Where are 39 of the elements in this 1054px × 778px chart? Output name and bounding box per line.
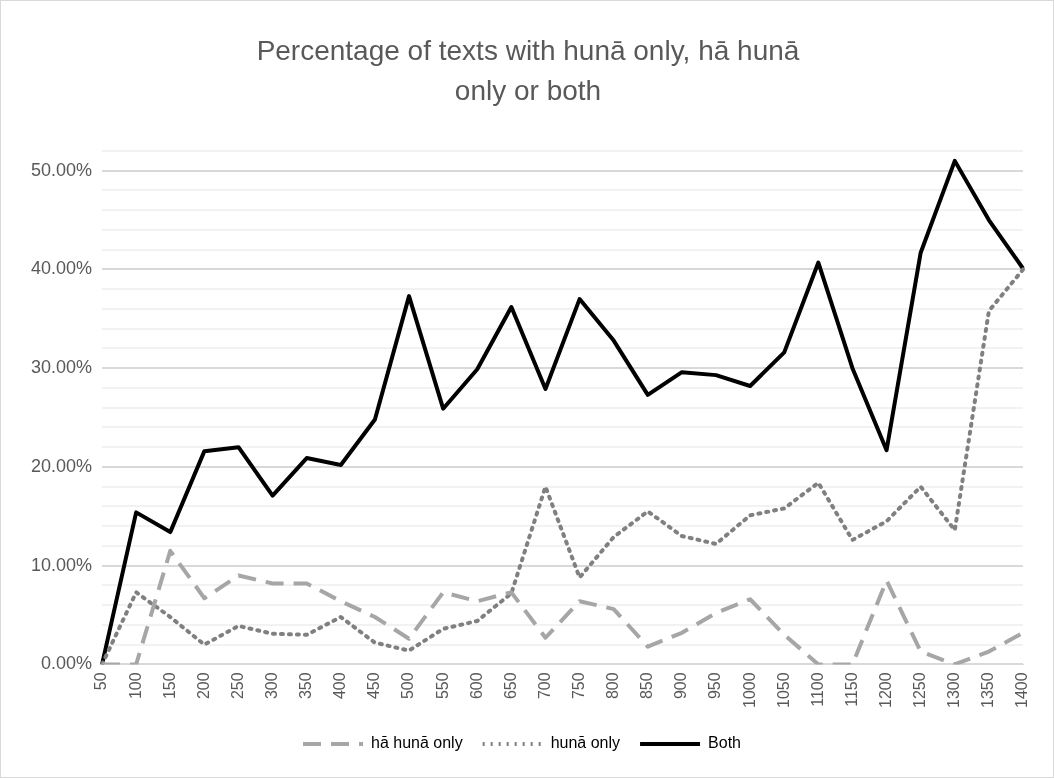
x-tick-label: 650 [501,672,519,700]
x-tick-label: 600 [467,672,485,700]
legend-label: hā hunā only [371,734,463,752]
x-tick-label: 850 [638,672,656,700]
x-tick-label: 450 [365,672,383,700]
legend-label: hunā only [550,734,621,752]
x-tick-label: 1400 [1013,672,1031,708]
legend-label: Both [708,734,741,752]
y-tick-label: 50.00% [30,159,93,180]
x-tick-label: 1250 [911,672,929,708]
x-tick-label: 700 [535,672,553,700]
y-tick-label: 30.00% [30,357,93,378]
x-tick-label: 200 [194,672,212,700]
y-tick-label: 20.00% [30,455,93,476]
x-tick-label: 500 [399,672,417,700]
x-tick-label: 1050 [774,672,792,708]
x-tick-label: 1000 [740,672,758,708]
x-tick-label: 550 [433,672,451,700]
chart-title: Percentage of texts with hunā only, hā hunā only or both [255,34,801,108]
x-tick-label: 1100 [808,672,826,707]
x-tick-label: 800 [604,672,622,700]
x-tick-label: 50 [92,672,110,691]
x-tick-label: 750 [569,672,587,700]
x-tick-label: 1150 [842,672,860,707]
y-tick-label: 40.00% [30,258,93,279]
x-tick-label: 1300 [945,672,963,708]
x-tick-label: 950 [706,672,724,700]
x-tick-label: 350 [297,672,315,700]
x-tick-label: 300 [263,672,280,700]
x-tick-label: 250 [228,672,246,700]
line-series [100,267,1025,665]
x-tick-label: 100 [126,672,144,700]
y-tick-label: 0.00% [41,653,93,674]
x-tick-label: 900 [672,672,690,700]
y-tick-label: 10.00% [30,554,93,575]
x-tick-label: 1350 [979,672,997,708]
x-tick-label: 1200 [876,672,894,708]
x-tick-label: 150 [160,672,178,700]
x-tick-label: 400 [331,672,349,700]
